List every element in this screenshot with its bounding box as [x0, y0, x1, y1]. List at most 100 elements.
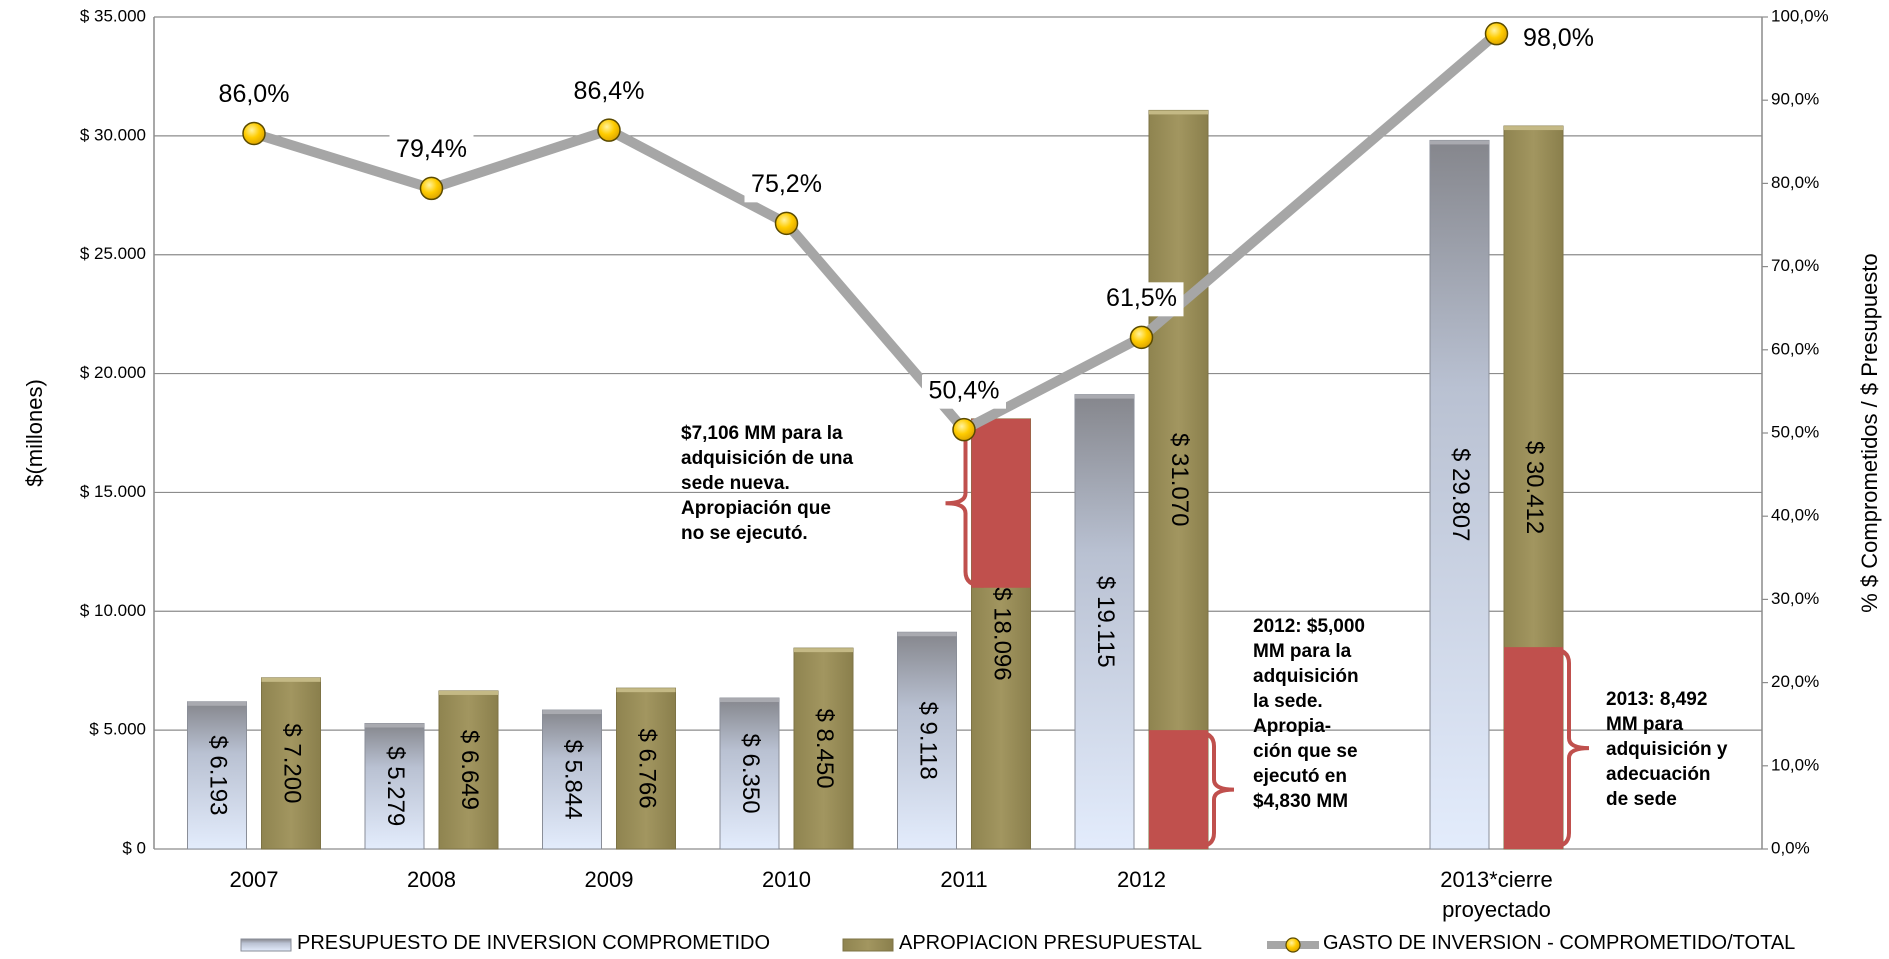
data-label: 98,0% [1523, 24, 1594, 52]
y-tick-label: $ 10.000 [80, 601, 146, 620]
x-tick-label: 2007 [229, 867, 279, 892]
bar-cap [261, 677, 321, 682]
bar-cap [187, 701, 247, 706]
annotation-line: ejecutó en [1253, 766, 1347, 787]
data-label: $ 19.115 [1092, 576, 1119, 668]
data-label: $ 7.200 [279, 723, 306, 803]
x-tick-label: 2010 [762, 867, 811, 892]
y2-tick-label: 50,0% [1771, 422, 1819, 441]
bar-cap [365, 723, 424, 728]
legend-label: PRESUPUESTO DE INVERSION COMPROMETIDO [297, 932, 771, 954]
y2-tick-label: 70,0% [1771, 256, 1819, 275]
data-label: $ 18.096 [989, 587, 1016, 680]
bar [438, 690, 499, 850]
y2-tick-label: 0,0% [1771, 838, 1810, 857]
annotation-line: la sede. [1253, 691, 1323, 712]
y2-axis-title: % $ Comprometidos / $ Presupuesto [1857, 253, 1882, 613]
bar-cap [794, 648, 853, 653]
annotation-line: sede nueva. [681, 473, 790, 494]
data-label: $ 5.279 [382, 746, 409, 826]
bar-cap [1149, 110, 1208, 115]
data-label-bg [1099, 282, 1184, 317]
annotation-line: de sede [1606, 789, 1677, 810]
annotation-line: Apropia- [1253, 716, 1332, 737]
y2-tick-label: 90,0% [1771, 90, 1819, 109]
y-tick-label: $ 20.000 [80, 363, 146, 382]
bar-cap [439, 690, 498, 695]
y-tick-label: $ 25.000 [80, 244, 146, 263]
legend-swatch [842, 938, 894, 952]
annotation-line: 2012: $5,000 [1253, 616, 1365, 637]
data-label: $ 8.450 [811, 709, 838, 789]
data-label-bg [744, 168, 829, 203]
annotation-line: adquisición de una [681, 448, 854, 469]
y-axis-title: $(millones) [22, 379, 47, 487]
bar-cap [1504, 126, 1563, 131]
bar-cap [1430, 140, 1489, 145]
y-tick-label: $ 0 [122, 838, 146, 857]
legend-label: GASTO DE INVERSION - COMPROMETIDO/TOTAL [1323, 932, 1796, 954]
highlight-segment [1149, 730, 1208, 849]
annotation-line: Apropiación que [681, 498, 831, 519]
data-label: 86,4% [574, 77, 645, 105]
x-tick-label: 2009 [584, 867, 634, 892]
line [252, 29, 1500, 435]
data-label: $ 29.807 [1447, 448, 1474, 541]
bar [364, 723, 425, 850]
data-label-bg [1516, 22, 1601, 57]
legend-label: APROPIACION PRESUPUESTAL [899, 932, 1203, 954]
y2-tick-label: 40,0% [1771, 506, 1819, 525]
annotation: $7,106 MM para la adquisición de una sede … [681, 421, 853, 546]
bar-cap [1075, 394, 1134, 399]
legend-swatch-marker [1285, 937, 1301, 953]
x-tick-label: 2011 [940, 867, 988, 892]
bar [261, 677, 321, 850]
highlight-segment [971, 418, 1031, 588]
data-label: 50,4% [929, 376, 1000, 404]
y-tick-label: $ 35.000 [80, 6, 146, 25]
line-marker [1129, 325, 1154, 350]
x-tick-label: 2008 [407, 867, 456, 892]
annotation-line: adecuación [1606, 764, 1711, 785]
data-label: $ 6.193 [205, 735, 232, 815]
annotation: 2013: 8,492 MM para adquisición y adecuació… [1606, 687, 1727, 812]
data-label: 75,2% [751, 170, 822, 198]
bar [1148, 109, 1209, 850]
y-tick-label: $ 15.000 [80, 482, 146, 501]
line-marker [1484, 21, 1509, 46]
brace [1195, 730, 1235, 849]
y2-tick-label: 60,0% [1771, 339, 1819, 358]
annotation-line: $4,830 MM [1253, 791, 1349, 812]
x-tick-label: 2012 [1117, 867, 1166, 892]
annotation-line: $7,106 MM para la [681, 423, 843, 444]
data-label: $ 6.350 [737, 733, 764, 813]
data-label: $ 5.844 [560, 740, 587, 820]
line-marker [597, 118, 621, 142]
annotation-line: no se ejecutó. [681, 523, 808, 544]
y2-tick-label: 100,0% [1771, 6, 1829, 25]
data-label-bg [212, 78, 296, 113]
bar [1429, 139, 1490, 850]
annotation: 2012: $5,000 MM para la adquisición la sede… [1253, 614, 1365, 814]
data-label: 79,4% [396, 135, 467, 163]
data-label: $ 31.070 [1166, 433, 1193, 526]
bar [616, 687, 676, 850]
bar-cap [720, 698, 779, 703]
bar [897, 631, 957, 850]
line-marker [419, 176, 444, 201]
y-tick-label: $ 5.000 [89, 720, 146, 739]
y2-tick-label: 10,0% [1771, 755, 1819, 774]
annotation-line: MM para [1606, 714, 1684, 735]
data-label: $ 6.649 [456, 730, 483, 810]
bar [1074, 394, 1135, 850]
y2-tick-label: 80,0% [1771, 173, 1819, 192]
data-label: $ 6.766 [634, 729, 661, 809]
annotation-line: ción que se [1253, 741, 1358, 762]
annotation-line: 2013: 8,492 [1606, 689, 1708, 710]
annotation-line: adquisición [1253, 666, 1359, 687]
data-label-bg [389, 133, 474, 168]
annotation-line: adquisición y [1606, 739, 1728, 760]
bar-cap [897, 632, 957, 637]
